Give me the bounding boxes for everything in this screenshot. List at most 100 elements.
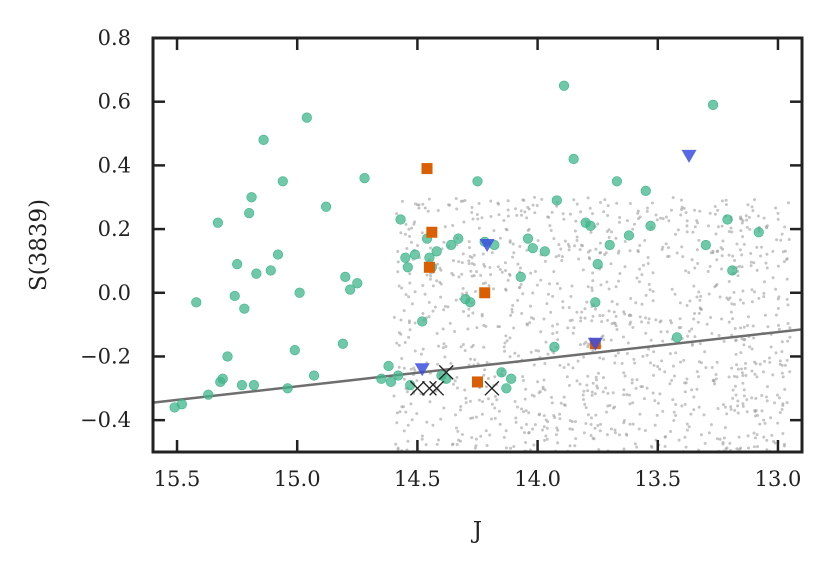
background-point (741, 235, 745, 239)
background-point (484, 385, 488, 389)
background-point (746, 434, 750, 438)
background-point (542, 378, 546, 382)
background-point (556, 441, 560, 445)
background-point (615, 302, 619, 306)
background-point (593, 426, 597, 430)
background-point (420, 434, 424, 438)
blue-triangle-point (681, 149, 697, 163)
background-point (708, 211, 712, 215)
background-point (753, 372, 757, 376)
background-point (604, 410, 608, 414)
background-point (691, 230, 695, 234)
background-point (659, 216, 663, 220)
background-point (760, 409, 764, 413)
green-circle-point (592, 259, 603, 270)
background-point (479, 434, 483, 438)
background-point (489, 273, 493, 277)
background-point (567, 248, 571, 252)
background-point (570, 284, 574, 288)
background-point (687, 329, 691, 333)
background-point (399, 231, 403, 235)
background-point (400, 356, 404, 360)
background-point (641, 263, 645, 267)
green-circle-point (506, 373, 517, 384)
background-point (464, 396, 468, 400)
background-point (663, 445, 667, 449)
background-point (639, 385, 643, 389)
background-point (542, 317, 546, 321)
background-point (439, 268, 443, 272)
background-point (715, 258, 719, 262)
green-circle-point (236, 380, 248, 391)
background-point (531, 203, 535, 207)
background-point (628, 402, 632, 406)
background-point (586, 389, 590, 393)
background-point (420, 231, 424, 235)
background-point (747, 446, 751, 450)
background-point (785, 257, 789, 261)
background-point (688, 299, 692, 303)
background-point (395, 421, 399, 425)
background-point (557, 243, 561, 247)
background-point (407, 321, 411, 325)
background-point (735, 375, 739, 379)
background-point (586, 196, 590, 200)
background-point (407, 335, 411, 339)
background-point (586, 342, 590, 346)
background-point (720, 224, 724, 228)
background-point (613, 428, 617, 432)
background-point (475, 270, 479, 274)
green-circle-point (272, 249, 284, 260)
background-point (421, 311, 425, 315)
background-point (421, 283, 425, 287)
background-point (506, 278, 510, 282)
background-point (436, 438, 440, 442)
background-point (599, 283, 603, 287)
background-point (706, 269, 710, 273)
background-point (687, 425, 691, 429)
background-point (785, 297, 789, 301)
background-point (734, 352, 738, 356)
background-point (470, 274, 474, 278)
background-point (514, 416, 518, 420)
background-point (516, 298, 520, 302)
background-point (589, 416, 593, 420)
background-point (497, 409, 501, 413)
background-point (520, 213, 524, 217)
blue-triangle-point (587, 337, 603, 351)
background-point (733, 327, 737, 331)
green-circle-point (320, 201, 332, 212)
background-point (615, 201, 619, 205)
background-point (698, 342, 702, 346)
background-point (754, 362, 758, 366)
y-tick-label: 0.8 (98, 26, 131, 50)
background-point (575, 379, 579, 383)
background-point (699, 433, 703, 437)
background-point (394, 442, 398, 446)
background-point (546, 352, 550, 356)
background-point (716, 407, 720, 411)
background-point (785, 277, 789, 281)
background-point (670, 287, 674, 291)
background-point (647, 317, 651, 321)
background-point (579, 343, 583, 347)
background-point (441, 346, 445, 350)
background-point (684, 445, 688, 449)
background-point (525, 216, 529, 220)
background-point (558, 417, 562, 421)
background-point (730, 333, 734, 337)
background-point (788, 335, 792, 339)
background-point (633, 361, 637, 365)
background-point (594, 413, 598, 417)
background-point (549, 228, 553, 232)
background-point (514, 207, 518, 211)
background-point (773, 401, 777, 405)
background-point (442, 240, 446, 244)
green-circle-point (258, 134, 269, 146)
background-point (727, 229, 731, 233)
background-point (423, 292, 427, 296)
background-point (762, 295, 766, 299)
background-point (427, 300, 431, 304)
background-point (697, 360, 701, 364)
background-point (392, 315, 396, 319)
